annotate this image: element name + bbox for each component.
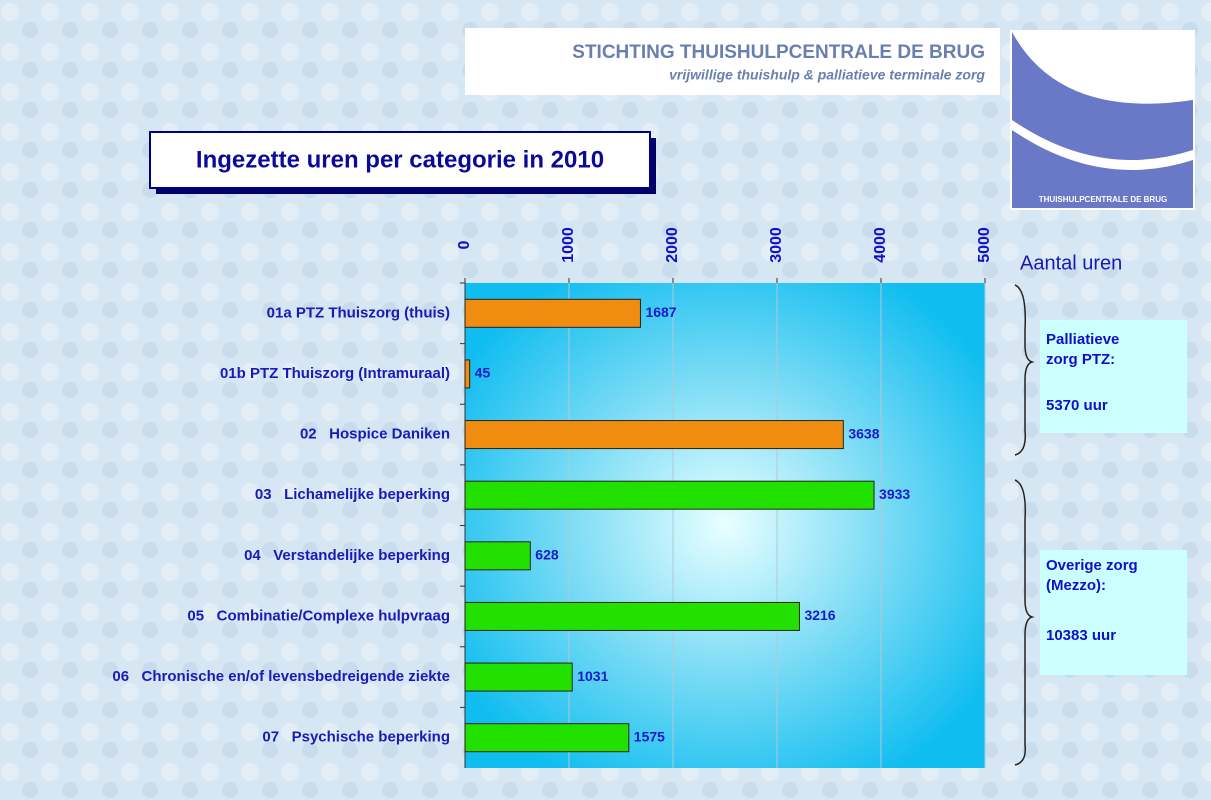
group-label: Overige zorg	[1046, 557, 1138, 574]
y-tick-label: 06 Chronische en/of levensbedreigende zi…	[112, 668, 450, 685]
y-tick-label: 01b PTZ Thuiszorg (Intramuraal)	[220, 365, 450, 382]
data-label: 3933	[879, 486, 910, 502]
x-tick-label: 3000	[768, 227, 785, 263]
logo-text: THUISHULPCENTRALE DE BRUG	[1039, 195, 1167, 204]
data-label: 1687	[645, 304, 676, 320]
x-tick-label: 5000	[976, 227, 993, 263]
data-label: 1031	[577, 668, 608, 684]
bar	[464, 723, 630, 753]
x-tick-label: 0	[456, 240, 473, 249]
logo-shape	[1012, 120, 1193, 170]
y-tick-label: 01a PTZ Thuiszorg (thuis)	[267, 304, 450, 321]
header-box	[465, 28, 1000, 95]
group-box	[1040, 320, 1187, 433]
group-box	[1040, 550, 1187, 675]
bar	[464, 601, 800, 631]
header-subtitle: vrijwillige thuishulp & palliatieve term…	[669, 67, 985, 83]
chart-title: Ingezette uren per categorie in 2010	[196, 146, 604, 173]
bar	[464, 662, 573, 692]
y-tick-label: 05 Combinatie/Complexe hulpvraag	[187, 607, 450, 624]
data-label: 3216	[804, 607, 835, 623]
group-total: 5370 uur	[1046, 397, 1108, 414]
brace	[1014, 284, 1035, 456]
bar	[464, 420, 844, 450]
x-tick-label: 4000	[872, 227, 889, 263]
group-label: Palliatieve	[1046, 331, 1119, 348]
group-label: zorg PTZ:	[1046, 351, 1115, 368]
plot-area	[465, 283, 985, 768]
data-label: 45	[475, 365, 491, 381]
data-label: 3638	[848, 425, 879, 441]
logo-shape	[1012, 32, 1193, 104]
data-label: 1575	[634, 728, 665, 744]
title-box	[149, 131, 651, 189]
bar	[464, 480, 875, 510]
header-title: STICHTING THUISHULPCENTRALE DE BRUG	[572, 42, 985, 63]
group-label: (Mezzo):	[1046, 577, 1106, 594]
y-tick-label: 02 Hospice Daniken	[300, 426, 450, 443]
brace	[1014, 479, 1035, 766]
axis-label: Aantal uren	[1020, 252, 1122, 274]
y-tick-label: 07 Psychische beperking	[262, 729, 450, 746]
x-tick-label: 1000	[560, 227, 577, 263]
x-tick-label: 2000	[664, 227, 681, 263]
y-tick-label: 04 Verstandelijke beperking	[244, 547, 450, 564]
group-total: 10383 uur	[1046, 627, 1116, 644]
bar	[464, 541, 531, 571]
y-tick-label: 03 Lichamelijke beperking	[255, 486, 450, 503]
bar	[464, 359, 471, 389]
bar	[464, 298, 641, 328]
data-label: 628	[535, 547, 559, 563]
